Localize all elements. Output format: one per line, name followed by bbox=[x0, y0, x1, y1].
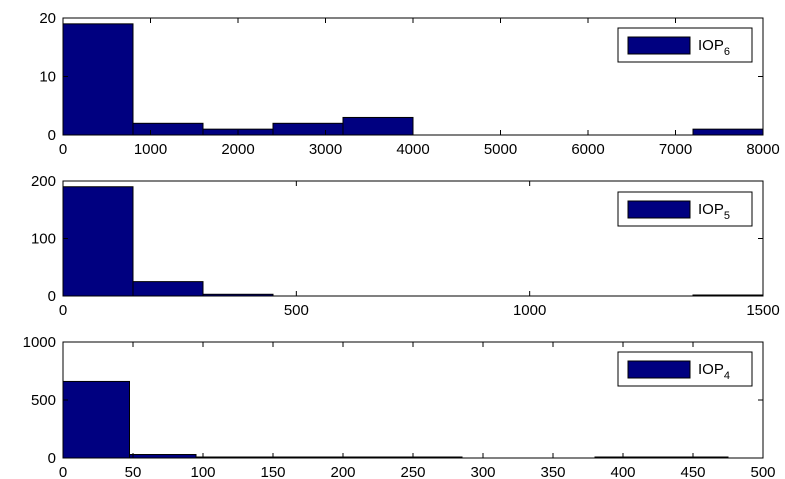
x-tick-label: 1000 bbox=[134, 141, 167, 158]
histogram-panel-1: 0 1000 2000 3000 4000 5000 6000 7000 8000 0 10 20 IO… bbox=[39, 10, 779, 158]
histogram-bar bbox=[129, 454, 197, 459]
y-tick-label: 10 bbox=[39, 69, 56, 86]
y-tick-label: 100 bbox=[31, 231, 56, 248]
x-tick-label: 150 bbox=[260, 464, 285, 479]
x-tick-label: 0 bbox=[59, 302, 67, 319]
x-tick-label: 1000 bbox=[513, 302, 546, 319]
y-tick-label: 0 bbox=[48, 450, 56, 467]
x-tick-label: 1500 bbox=[746, 302, 779, 319]
x-tick-label: 450 bbox=[680, 464, 705, 479]
histogram-bar bbox=[342, 116, 414, 136]
histogram-panel-2: 0 500 1000 1500 0 100 200 IOP5 bbox=[31, 173, 780, 319]
x-tick-label: 300 bbox=[470, 464, 495, 479]
legend-swatch bbox=[627, 36, 691, 55]
y-tick-label: 20 bbox=[39, 10, 56, 27]
histogram-bar bbox=[62, 380, 130, 459]
x-tick-label: 200 bbox=[330, 464, 355, 479]
legend: IOP6 bbox=[617, 27, 753, 63]
legend: IOP4 bbox=[617, 351, 753, 387]
histogram-bar bbox=[132, 281, 204, 297]
x-tick-label: 400 bbox=[610, 464, 635, 479]
x-tick-label: 500 bbox=[284, 302, 309, 319]
x-tick-label: 3000 bbox=[309, 141, 342, 158]
x-tick-label: 7000 bbox=[659, 141, 692, 158]
x-tick-label: 0 bbox=[59, 464, 67, 479]
y-tick-label: 500 bbox=[31, 392, 56, 409]
x-tick-label: 250 bbox=[400, 464, 425, 479]
x-tick-label: 0 bbox=[59, 141, 67, 158]
y-tick-label: 0 bbox=[48, 288, 56, 305]
x-tick-label: 8000 bbox=[746, 141, 779, 158]
x-tick-label: 2000 bbox=[221, 141, 254, 158]
x-tick-label: 5000 bbox=[484, 141, 517, 158]
x-tick-label: 100 bbox=[190, 464, 215, 479]
histogram-bar bbox=[132, 122, 204, 136]
legend-swatch bbox=[627, 360, 691, 379]
x-tick-label: 50 bbox=[125, 464, 142, 479]
y-tick-label: 200 bbox=[31, 173, 56, 190]
histogram-bar bbox=[272, 122, 344, 136]
legend-label: IOP4 bbox=[698, 361, 730, 382]
x-tick-label: 4000 bbox=[396, 141, 429, 158]
legend-label: IOP5 bbox=[698, 201, 730, 222]
histogram-panel-3: 0 50 100 150 200 250 300 350 400 450 500 0 500 1000 IO… bbox=[23, 334, 776, 479]
x-tick-label: 350 bbox=[540, 464, 565, 479]
x-tick-label: 6000 bbox=[571, 141, 604, 158]
y-tick-label: 0 bbox=[48, 127, 56, 144]
histogram-bar bbox=[692, 128, 764, 136]
legend-label: IOP6 bbox=[698, 37, 730, 58]
histogram-bar bbox=[62, 23, 134, 136]
x-tick-label: 500 bbox=[750, 464, 775, 479]
histogram-bar bbox=[62, 186, 134, 297]
legend-swatch bbox=[627, 200, 691, 219]
legend: IOP5 bbox=[617, 191, 753, 227]
y-tick-label: 1000 bbox=[23, 334, 56, 351]
